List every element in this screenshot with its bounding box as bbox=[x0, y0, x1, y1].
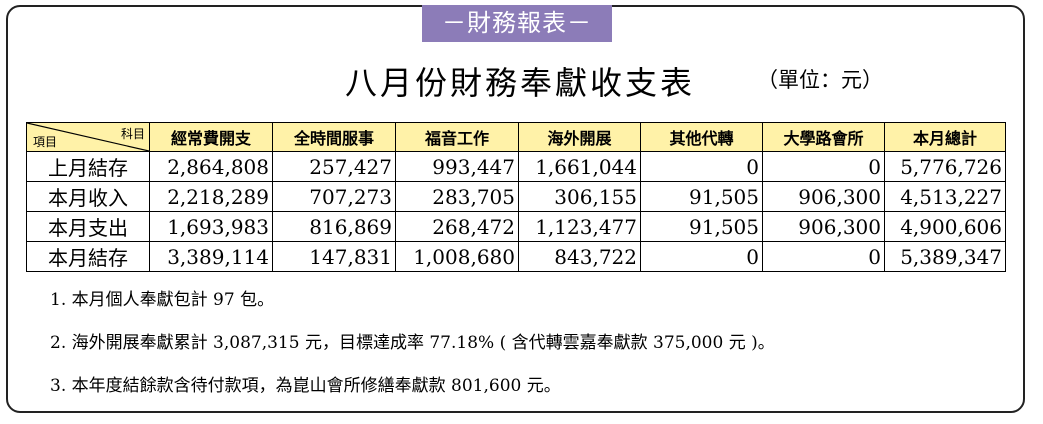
note-item: 2. 海外開展奉獻累計 3,087,315 元，目標達成率 77.18% ( 含… bbox=[50, 333, 775, 353]
table-cell: 4,513,227 bbox=[884, 181, 1006, 212]
table-row: 本月支出 1,693,983 816,869 268,472 1,123,477… bbox=[26, 211, 1006, 242]
row-label: 本月支出 bbox=[26, 211, 150, 242]
table-cell: 4,900,606 bbox=[884, 211, 1006, 242]
table-cell: 1,123,477 bbox=[518, 211, 641, 242]
table-cell: 268,472 bbox=[395, 211, 519, 242]
table-cell: 5,389,347 bbox=[884, 241, 1006, 272]
table-cell: 1,661,044 bbox=[518, 151, 641, 182]
table-cell: 5,776,726 bbox=[884, 151, 1006, 182]
diagonal-line bbox=[27, 123, 149, 151]
column-header: 全時間服事 bbox=[272, 122, 396, 152]
table-cell: 2,218,289 bbox=[149, 181, 273, 212]
finance-table: 科目 項目 經常費開支 全時間服事 福音工作 海外開展 其他代轉 大學路會所 本… bbox=[26, 122, 1006, 272]
table-cell: 0 bbox=[640, 151, 763, 182]
table-cell: 843,722 bbox=[518, 241, 641, 272]
table-row: 上月結存 2,864,808 257,427 993,447 1,661,044… bbox=[26, 151, 1006, 182]
row-label: 本月收入 bbox=[26, 181, 150, 212]
table-cell: 91,505 bbox=[640, 181, 763, 212]
corner-subject-label: 科目 bbox=[120, 127, 145, 141]
table-cell: 0 bbox=[762, 151, 885, 182]
column-header: 福音工作 bbox=[395, 122, 519, 152]
table-cell: 306,155 bbox=[518, 181, 641, 212]
table-cell: 3,389,114 bbox=[149, 241, 273, 272]
unit-label: （單位：元） bbox=[757, 68, 883, 92]
table-cell: 0 bbox=[640, 241, 763, 272]
table-cell: 1,693,983 bbox=[149, 211, 273, 242]
table-cell: 1,008,680 bbox=[395, 241, 519, 272]
corner-item-label: 項目 bbox=[33, 135, 58, 149]
row-label: 上月結存 bbox=[26, 151, 150, 182]
table-cell: 283,705 bbox=[395, 181, 519, 212]
table-cell: 257,427 bbox=[272, 151, 396, 182]
note-item: 3. 本年度結餘款含待付款項，為崑山會所修繕奉獻款 801,600 元。 bbox=[50, 376, 561, 396]
table-cell: 816,869 bbox=[272, 211, 396, 242]
header-row: 科目 項目 經常費開支 全時間服事 福音工作 海外開展 其他代轉 大學路會所 本… bbox=[26, 122, 1006, 152]
column-header: 其他代轉 bbox=[640, 122, 763, 152]
table-cell: 906,300 bbox=[762, 181, 885, 212]
corner-header-cell: 科目 項目 bbox=[26, 122, 150, 152]
row-label: 本月結存 bbox=[26, 241, 150, 272]
column-header: 海外開展 bbox=[518, 122, 641, 152]
table-row: 本月收入 2,218,289 707,273 283,705 306,155 9… bbox=[26, 181, 1006, 212]
report-title: 八月份財務奉獻收支表 bbox=[345, 64, 696, 102]
table-cell: 147,831 bbox=[272, 241, 396, 272]
table-cell: 91,505 bbox=[640, 211, 763, 242]
note-item: 1. 本月個人奉獻包計 97 包。 bbox=[50, 290, 275, 310]
table-cell: 993,447 bbox=[395, 151, 519, 182]
section-banner: －財務報表－ bbox=[422, 5, 612, 42]
column-header: 本月總計 bbox=[884, 122, 1006, 152]
column-header: 大學路會所 bbox=[762, 122, 885, 152]
table-cell: 906,300 bbox=[762, 211, 885, 242]
table-cell: 0 bbox=[762, 241, 885, 272]
column-header: 經常費開支 bbox=[149, 122, 273, 152]
table-cell: 2,864,808 bbox=[149, 151, 273, 182]
table-cell: 707,273 bbox=[272, 181, 396, 212]
table-row: 本月結存 3,389,114 147,831 1,008,680 843,722… bbox=[26, 241, 1006, 272]
notes-list: 1. 本月個人奉獻包計 97 包。 2. 海外開展奉獻累計 3,087,315 … bbox=[50, 290, 775, 419]
